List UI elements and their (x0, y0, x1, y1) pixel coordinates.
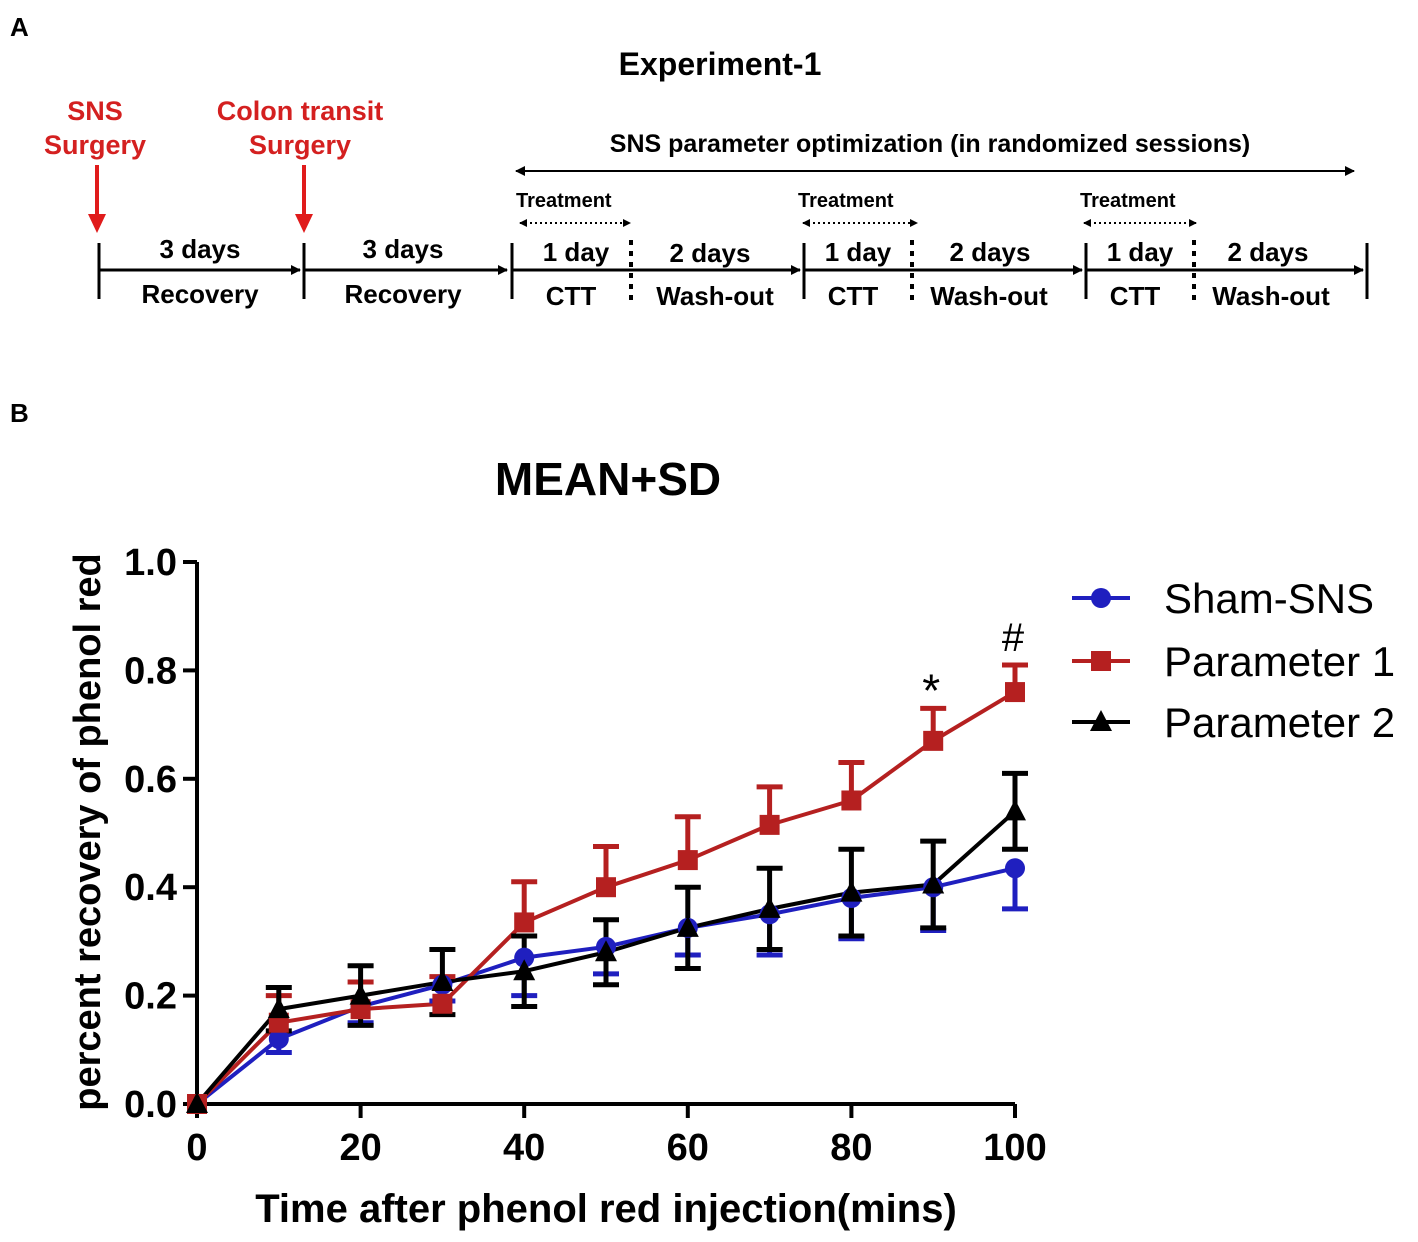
session-3-ctt: CTT (1109, 281, 1161, 311)
session-1-washout: Wash-out (656, 281, 774, 311)
colon-surgery-arrowhead (295, 214, 313, 233)
data-point-parameter-2 (186, 1092, 208, 1113)
sns-surgery-arrowhead (88, 214, 106, 233)
data-point-parameter-1 (923, 730, 944, 751)
y-tick-label: 1.0 (124, 542, 177, 584)
data-point-parameter-2 (349, 983, 372, 1005)
session-1-day: 1 day (542, 237, 610, 267)
legend-label-sham-sns: Sham-SNS (1164, 575, 1374, 622)
y-tick-label: 0.6 (124, 759, 177, 801)
data-point-parameter-1 (1005, 682, 1025, 703)
treatment-label-3: Treatment (1080, 190, 1176, 212)
data-point-sham-sns (514, 947, 535, 968)
significance-marker: * (922, 664, 940, 716)
x-tick-label: 40 (503, 1127, 545, 1169)
treatment-label-1: Treatment (516, 190, 612, 212)
significance-marker: # (1002, 616, 1025, 660)
legend-marker-parameter-1 (1091, 651, 1111, 671)
x-tick-label: 20 (339, 1127, 381, 1169)
x-tick-label: 80 (830, 1127, 872, 1169)
y-tick-label: 0.0 (124, 1084, 177, 1126)
session-3-day: 1 day (1106, 237, 1174, 267)
x-tick-label: 0 (186, 1127, 207, 1169)
session-2-washout: Wash-out (930, 281, 1048, 311)
sns-surgery-line1: SNS (67, 96, 123, 126)
data-point-parameter-2 (267, 997, 290, 1019)
data-point-parameter-1 (432, 993, 453, 1014)
session-2-ctt: CTT (827, 281, 879, 311)
data-point-parameter-2 (595, 940, 617, 962)
line-chart: MEAN+SD 0.0 0.2 0.4 0.6 0.8 1.0 0 20 40 60 80 100 Tim… (67, 453, 1395, 1231)
data-point-parameter-1 (514, 912, 535, 933)
session-3-washout-duration: 2 days (1227, 237, 1309, 267)
recovery-2-label: Recovery (344, 279, 462, 309)
y-axis-label: percent recovery of phenol red (67, 553, 109, 1111)
legend-label-parameter-1: Parameter 1 (1164, 638, 1395, 685)
legend-marker-sham-sns (1091, 588, 1111, 608)
data-point-parameter-2 (840, 880, 863, 902)
colon-surgery-label: Colon transit Surgery (200, 94, 400, 162)
recovery-2-duration: 3 days (362, 234, 444, 264)
legend-label-parameter-2: Parameter 2 (1164, 699, 1395, 746)
session-2-washout-duration: 2 days (949, 237, 1031, 267)
x-axis-label: Time after phenol red injection(mins) (255, 1187, 957, 1231)
optimization-span-label: SNS parameter optimization (in randomize… (609, 130, 1251, 158)
data-point-parameter-1 (596, 877, 616, 898)
data-point-parameter-2 (1004, 799, 1026, 821)
session-3-washout: Wash-out (1212, 281, 1330, 311)
session-2-day: 1 day (824, 237, 892, 267)
x-tick-label: 100 (983, 1127, 1046, 1169)
legend-marker-parameter-2 (1090, 710, 1112, 731)
session-1-washout-duration: 2 days (669, 238, 751, 268)
sns-surgery-line2: Surgery (43, 130, 147, 160)
sns-surgery-label: SNS Surgery (20, 94, 170, 162)
y-tick-label: 0.2 (124, 976, 177, 1018)
panel-b-letter: B (10, 398, 29, 428)
data-point-parameter-2 (676, 915, 699, 937)
panel-a-letter: A (10, 12, 29, 42)
chart-title: MEAN+SD (495, 453, 721, 505)
data-point-sham-sns (268, 1028, 289, 1049)
y-tick-label: 0.4 (124, 867, 177, 909)
y-tick-label: 0.8 (124, 650, 177, 692)
experiment-title: Experiment-1 (618, 46, 822, 82)
session-1-ctt: CTT (545, 281, 597, 311)
data-point-sham-sns (1005, 858, 1025, 879)
data-point-parameter-2 (513, 959, 536, 981)
colon-surgery-line1: Colon transit (216, 96, 384, 126)
data-point-parameter-2 (431, 970, 454, 992)
data-point-parameter-1 (759, 814, 780, 835)
series-line-parameter-1 (195, 690, 1017, 1106)
data-point-parameter-2 (922, 872, 945, 894)
data-point-parameter-2 (758, 896, 781, 918)
colon-surgery-line2: Surgery (248, 130, 352, 160)
data-point-parameter-1 (841, 790, 862, 811)
x-tick-label: 60 (667, 1127, 709, 1169)
recovery-1-label: Recovery (141, 279, 259, 309)
timeline-diagram (88, 165, 1369, 302)
data-point-parameter-1 (677, 850, 698, 871)
treatment-label-2: Treatment (798, 190, 894, 212)
recovery-1-duration: 3 days (159, 234, 241, 264)
